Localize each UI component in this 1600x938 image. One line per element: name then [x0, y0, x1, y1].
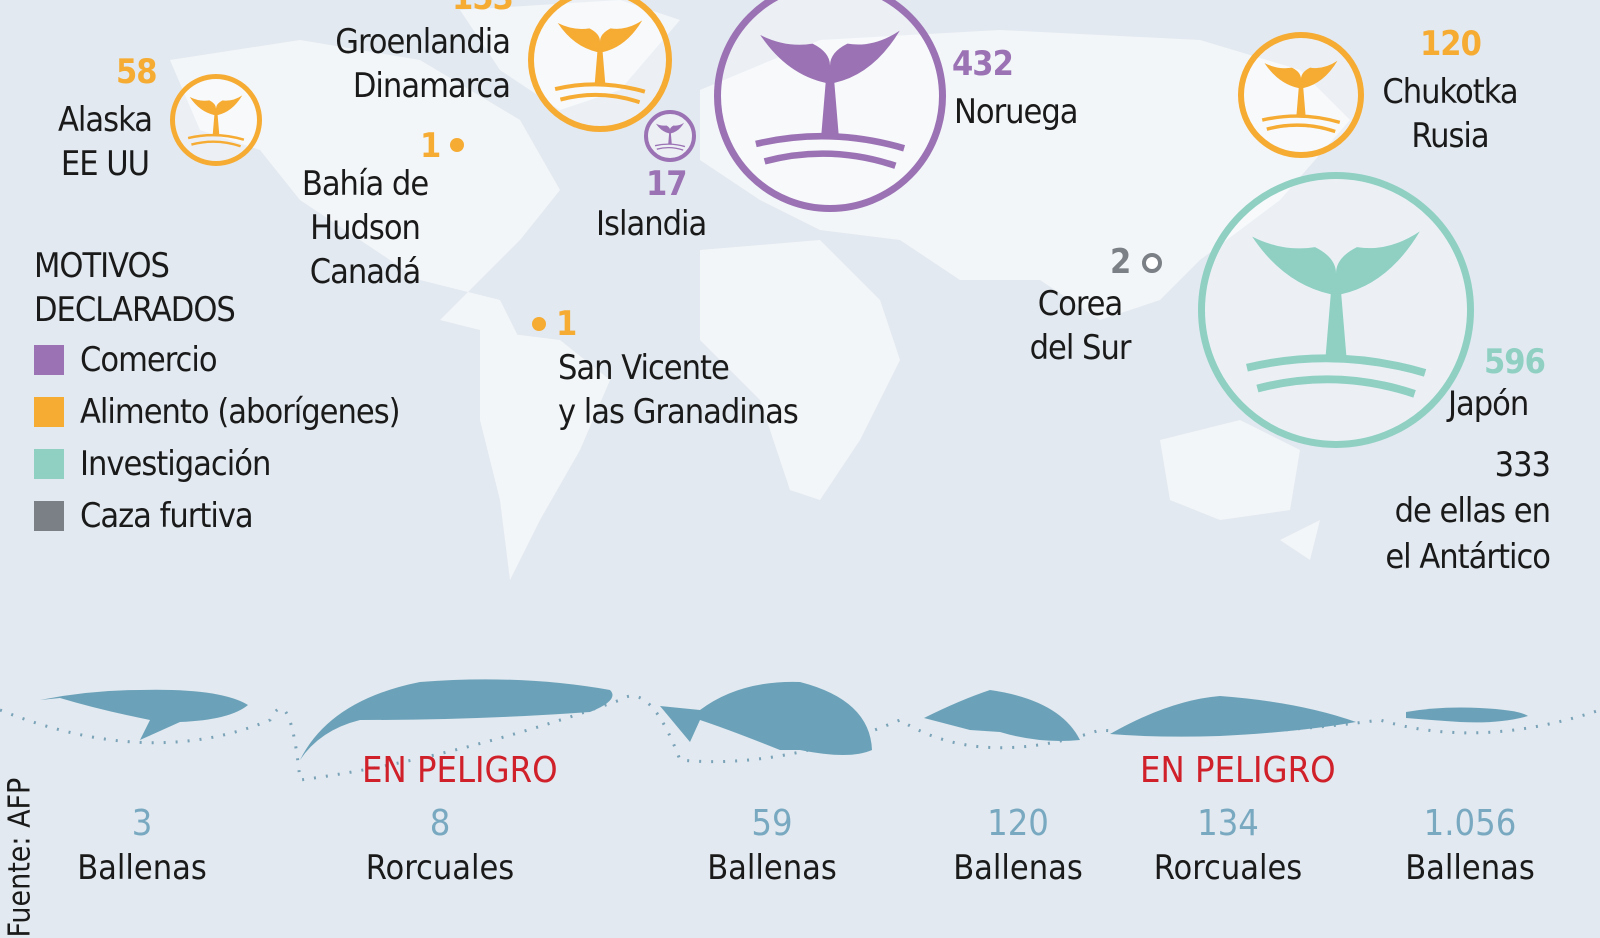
note-line: de ellas en	[1394, 491, 1551, 531]
alaska-whale-circle[interactable]	[170, 74, 262, 166]
legend-item-caza: Caza furtiva	[34, 494, 400, 538]
africa	[700, 240, 900, 500]
japan-label: Japón	[1448, 384, 1529, 424]
norway-value: 432	[952, 44, 1014, 84]
san-vicente-value: 1	[556, 304, 577, 344]
korea-label: Corea del Sur	[1010, 282, 1150, 370]
species-count: 134	[1197, 803, 1259, 844]
legend-item-comercio: Comercio	[34, 338, 400, 382]
species-label: Rorcuales	[365, 848, 515, 888]
endangered-label-2: EN PELIGRO	[1140, 750, 1336, 791]
name-line: Rusia	[1411, 116, 1489, 156]
legend-title-line: MOTIVOS	[34, 246, 170, 286]
legend-item-investigacion: Investigación	[34, 442, 400, 486]
hudson-value: 1	[420, 126, 441, 166]
name-line: Bahía de	[301, 164, 429, 204]
species-6: 1.056 Ballenas	[1370, 802, 1570, 890]
chukotka-label: Chukotka Rusia	[1370, 70, 1530, 158]
name-line: San Vicente	[558, 348, 730, 388]
greenland-whale-circle[interactable]	[528, 0, 672, 132]
species-label: Ballenas	[1405, 848, 1535, 888]
legend-label: Caza furtiva	[80, 496, 254, 536]
hudson-dot[interactable]	[450, 138, 464, 152]
legend-title: MOTIVOS DECLARADOS	[34, 244, 400, 332]
antarctica	[1280, 520, 1320, 560]
note-line: 333	[1494, 445, 1551, 485]
name-line: Chukotka	[1382, 72, 1518, 112]
legend-label: Comercio	[80, 340, 218, 380]
species-count: 1.056	[1423, 803, 1517, 844]
endangered-label-1: EN PELIGRO	[362, 750, 558, 791]
legend-label: Alimento (aborígenes)	[80, 392, 401, 432]
species-count: 8	[429, 803, 451, 844]
chukotka-value: 120	[1420, 24, 1482, 64]
name-line: y las Granadinas	[558, 392, 799, 432]
san-vicente-dot[interactable]	[532, 317, 546, 331]
name-line: Groenlandia	[335, 22, 511, 62]
species-2: 8 Rorcuales	[340, 802, 540, 890]
korea-dot[interactable]	[1142, 253, 1162, 273]
name-line: Hudson	[310, 208, 421, 248]
name-line: Dinamarca	[352, 66, 511, 106]
south-america	[480, 330, 610, 580]
whale-species-strip	[0, 679, 1600, 782]
legend-title-line: DECLARADOS	[34, 290, 236, 330]
australia	[1160, 420, 1300, 520]
whale-silhouette-1	[40, 689, 248, 740]
chukotka-whale-circle[interactable]	[1238, 32, 1364, 158]
species-count: 59	[751, 803, 793, 844]
iceland-label: Islandia	[596, 204, 707, 244]
iceland-value: 17	[646, 164, 688, 204]
species-4: 120 Ballenas	[918, 802, 1118, 890]
alaska-value: 58	[116, 52, 158, 92]
source-credit: Fuente: AFP	[2, 777, 38, 938]
hudson-label: Bahía de Hudson Canadá	[280, 162, 450, 294]
species-5: 134 Rorcuales	[1128, 802, 1328, 890]
species-label: Rorcuales	[1153, 848, 1303, 888]
legend-label: Investigación	[80, 444, 271, 484]
species-1: 3 Ballenas	[42, 802, 242, 890]
name-line: EE UU	[60, 144, 150, 184]
japan-value: 596	[1484, 342, 1546, 382]
species-label: Ballenas	[77, 848, 207, 888]
legend-swatch	[34, 345, 64, 375]
whale-silhouette-6	[1406, 707, 1528, 723]
note-line: el Antártico	[1385, 537, 1551, 577]
whale-silhouette-4	[924, 690, 1080, 741]
north-america	[170, 40, 560, 340]
legend-swatch	[34, 501, 64, 531]
species-3: 59 Ballenas	[672, 802, 872, 890]
legend-item-alimento: Alimento (aborígenes)	[34, 390, 401, 434]
japan-whale-circle[interactable]	[1198, 172, 1474, 448]
species-label: Ballenas	[953, 848, 1083, 888]
name-line: Corea	[1037, 284, 1123, 324]
norway-whale-circle[interactable]	[714, 0, 946, 212]
greenland-label: Groenlandia Dinamarca	[300, 20, 511, 108]
species-count: 3	[131, 803, 153, 844]
san-vicente-label: San Vicente y las Granadinas	[558, 346, 799, 434]
species-count: 120	[987, 803, 1049, 844]
japan-antarctic-note: 333 de ellas en el Antártico	[1340, 442, 1551, 580]
whale-silhouette-5	[1110, 696, 1356, 737]
whale-silhouette-2	[300, 679, 613, 760]
korea-value: 2	[1110, 242, 1131, 282]
name-line: Canadá	[309, 252, 421, 292]
name-line: Alaska	[58, 100, 153, 140]
name-line: del Sur	[1029, 328, 1132, 368]
whale-silhouette-3	[660, 681, 872, 755]
legend: MOTIVOS DECLARADOS Comercio Alimento (abo…	[34, 244, 401, 546]
alaska-label: Alaska EE UU	[40, 98, 170, 186]
legend-swatch	[34, 397, 64, 427]
legend-swatch	[34, 449, 64, 479]
species-label: Ballenas	[707, 848, 837, 888]
iceland-whale-circle[interactable]	[644, 110, 696, 162]
greenland-value: 153	[452, 0, 514, 18]
norway-label: Noruega	[954, 92, 1079, 132]
